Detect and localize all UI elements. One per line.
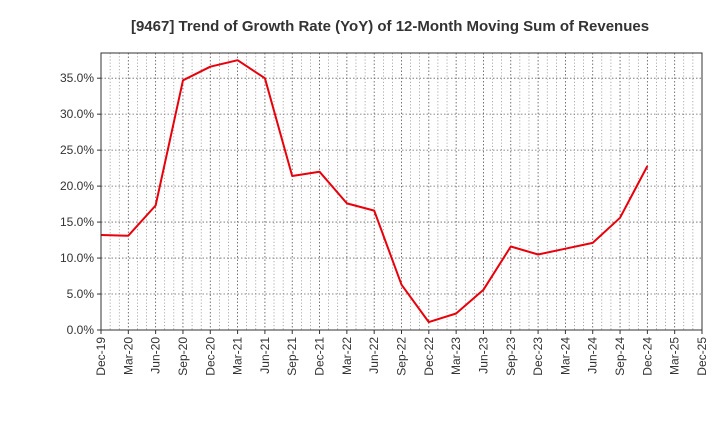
x-tick-label: Mar-21 <box>231 337 245 375</box>
x-tick-label: Sep-21 <box>285 337 299 376</box>
x-tick-label: Dec-22 <box>422 337 436 376</box>
y-tick-label: 0.0% <box>67 323 95 337</box>
chart-title: [9467] Trend of Growth Rate (YoY) of 12-… <box>131 18 649 35</box>
x-tick-label: Sep-24 <box>613 337 627 376</box>
y-tick-label: 15.0% <box>60 215 94 229</box>
x-tick-label: Mar-23 <box>449 337 463 375</box>
y-tick-label: 10.0% <box>60 251 94 265</box>
y-tick-label: 35.0% <box>60 71 94 85</box>
x-tick-label: Jun-24 <box>586 337 600 374</box>
x-tick-label: Jun-20 <box>149 337 163 374</box>
y-tick-label: 30.0% <box>60 107 94 121</box>
y-tick-label: 5.0% <box>67 287 95 301</box>
x-axis: Dec-19 Mar-20 Jun-20 Sep-20 Dec-20 Mar-21 Jun-… <box>94 330 709 376</box>
x-tick-label: Sep-20 <box>176 337 190 376</box>
y-tick-label: 20.0% <box>60 179 94 193</box>
x-tick-label: Jun-21 <box>258 337 272 374</box>
x-tick-label: Dec-23 <box>531 337 545 376</box>
x-tick-label: Jun-22 <box>367 337 381 374</box>
grid <box>100 53 703 331</box>
x-tick-label: Mar-24 <box>558 337 572 375</box>
x-tick-label: Dec-20 <box>203 337 217 376</box>
x-tick-label: Jun-23 <box>476 337 490 374</box>
y-axis: 0.0% 5.0% 10.0% 15.0% 20.0% 25.0% 30.0% 35.0% <box>60 71 101 337</box>
series-line <box>100 59 649 324</box>
x-tick-label: Mar-25 <box>668 337 682 375</box>
x-tick-label: Dec-19 <box>94 337 108 376</box>
x-tick-label: Dec-21 <box>313 337 327 376</box>
x-tick-label: Sep-23 <box>504 337 518 376</box>
x-tick-label: Mar-22 <box>340 337 354 375</box>
x-tick-label: Dec-25 <box>695 337 709 376</box>
x-tick-label: Mar-20 <box>121 337 135 375</box>
x-tick-label: Dec-24 <box>640 337 654 376</box>
plot-frame <box>100 52 703 331</box>
x-tick-label: Sep-22 <box>395 337 409 376</box>
y-tick-label: 25.0% <box>60 143 94 157</box>
